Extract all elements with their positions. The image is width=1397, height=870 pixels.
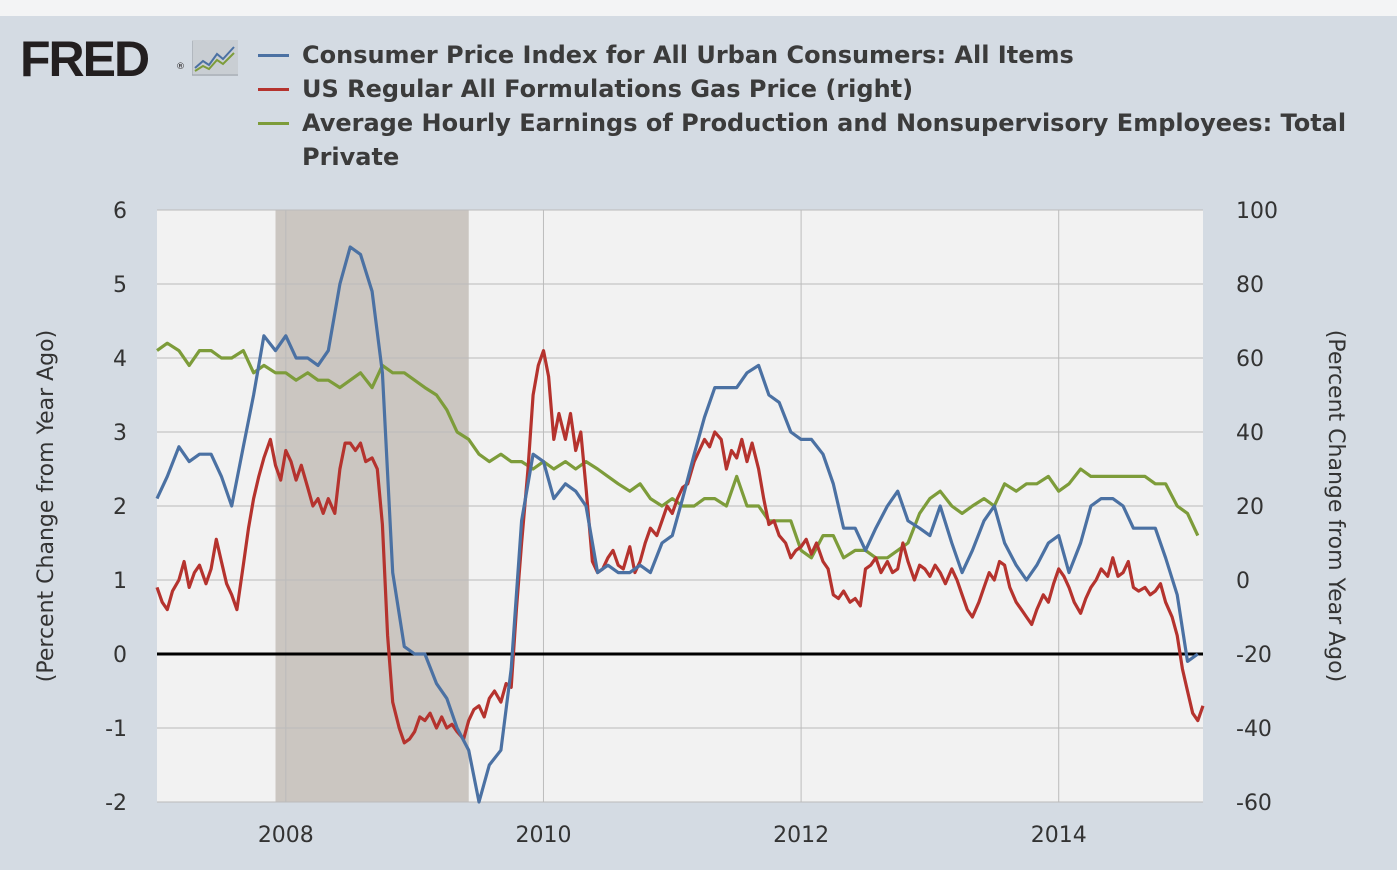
x-tick-label: 2010 [515,823,571,848]
legend-swatch-cpi [258,54,289,57]
right-tick-label: 60 [1236,347,1264,372]
top-strip [0,0,1397,16]
legend-item-gas: US Regular All Formulations Gas Price (r… [258,72,1397,106]
left-axis-label: (Percent Change from Year Ago) [34,330,59,682]
cpi-line [155,245,1199,804]
right-tick-label: 80 [1236,273,1264,298]
x-tick-label: 2014 [1031,823,1087,848]
x-tick-label: 2008 [258,823,314,848]
left-tick-label: 6 [113,199,127,224]
right-axis-ticks: 100 80 60 40 20 0 -20 -40 -60 [1236,199,1278,816]
left-tick-label: -2 [105,791,127,816]
left-tick-label: 0 [113,643,127,668]
left-tick-label: 4 [113,347,127,372]
left-tick-label: -1 [105,717,127,742]
fred-logo: FRED [20,31,150,87]
x-axis-ticks: 2008 2010 2012 2014 [258,823,1087,848]
left-tick-label: 2 [113,495,127,520]
legend-item-cpi: Consumer Price Index for All Urban Consu… [258,38,1397,72]
gas-price-line [155,349,1205,745]
left-tick-label: 3 [113,421,127,446]
registered-mark: ® [176,62,185,72]
right-tick-label: 0 [1236,569,1250,594]
legend-swatch-earnings [258,122,289,125]
legend-label-cpi: Consumer Price Index for All Urban Consu… [302,41,1074,69]
left-tick-label: 1 [113,569,127,594]
right-tick-label: 100 [1236,199,1278,224]
legend-label-earnings: Average Hourly Earnings of Production an… [302,109,1347,171]
right-tick-label: 40 [1236,421,1264,446]
right-tick-label: -20 [1236,643,1272,668]
logo-text: FRED [20,31,150,87]
series-lines [155,245,1205,804]
left-tick-label: 5 [113,273,127,298]
chart-legend: Consumer Price Index for All Urban Consu… [258,38,1397,174]
right-tick-label: -60 [1236,791,1272,816]
right-tick-label: 20 [1236,495,1264,520]
right-tick-label: -40 [1236,717,1272,742]
chart-logo-icon [191,40,238,80]
legend-swatch-gas [258,88,289,91]
x-tick-label: 2012 [773,823,829,848]
legend-item-earnings: Average Hourly Earnings of Production an… [258,106,1397,174]
legend-label-gas: US Regular All Formulations Gas Price (r… [302,75,914,103]
right-axis-label: (Percent Change from Year Ago) [1323,330,1348,682]
left-axis-ticks: 6 5 4 3 2 1 0 -1 -2 [105,199,127,816]
